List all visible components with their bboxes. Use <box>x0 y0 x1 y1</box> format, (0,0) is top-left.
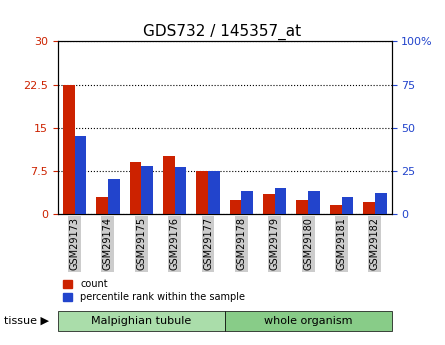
Text: GSM29173: GSM29173 <box>69 217 80 270</box>
Bar <box>196 171 208 214</box>
Text: Malpighian tubule: Malpighian tubule <box>91 316 191 326</box>
Bar <box>275 188 287 214</box>
Bar <box>96 197 108 214</box>
Bar <box>163 156 175 214</box>
Bar <box>108 179 120 214</box>
Bar <box>242 191 253 214</box>
Text: GSM29178: GSM29178 <box>236 217 247 270</box>
Bar <box>142 166 153 214</box>
Text: tissue ▶: tissue ▶ <box>4 316 49 326</box>
Text: GSM29177: GSM29177 <box>203 217 213 270</box>
Text: GDS732 / 145357_at: GDS732 / 145357_at <box>143 24 302 40</box>
Text: GSM29179: GSM29179 <box>270 217 280 270</box>
Bar <box>208 171 220 214</box>
Bar <box>308 191 320 214</box>
Text: GSM29175: GSM29175 <box>136 217 146 270</box>
Bar <box>342 197 353 214</box>
Bar <box>375 193 387 214</box>
Bar <box>263 194 275 214</box>
Bar <box>75 136 86 214</box>
Text: GSM29182: GSM29182 <box>370 217 380 270</box>
Text: GSM29180: GSM29180 <box>303 217 313 270</box>
Bar <box>129 162 142 214</box>
Bar <box>230 199 242 214</box>
Text: GSM29181: GSM29181 <box>336 217 347 270</box>
Bar <box>330 205 342 214</box>
Text: GSM29176: GSM29176 <box>170 217 180 270</box>
Bar <box>363 203 375 214</box>
Bar <box>63 85 75 214</box>
Bar <box>175 167 186 214</box>
Text: whole organism: whole organism <box>264 316 352 326</box>
Legend: count, percentile rank within the sample: count, percentile rank within the sample <box>63 279 245 302</box>
Text: GSM29174: GSM29174 <box>103 217 113 270</box>
Bar <box>296 199 308 214</box>
